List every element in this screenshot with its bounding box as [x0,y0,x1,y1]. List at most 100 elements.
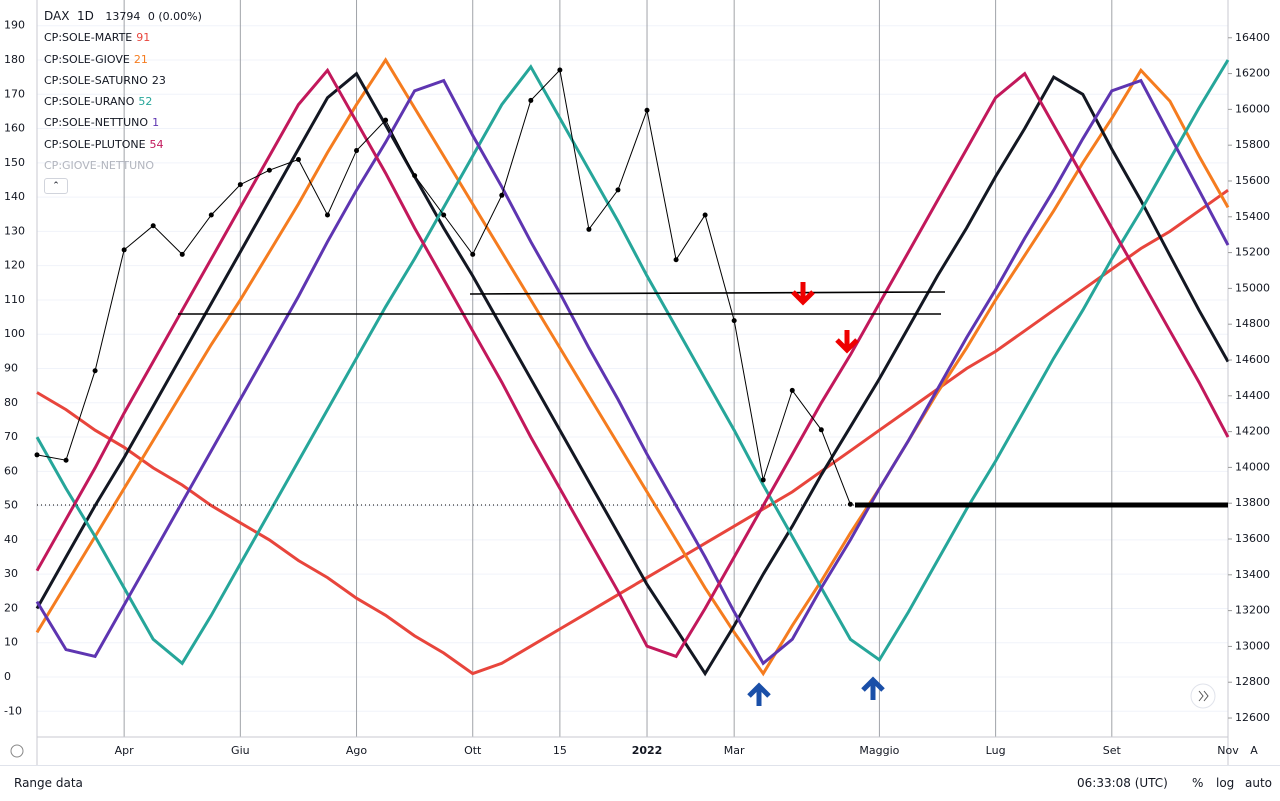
price-dot [179,251,185,257]
legend-value: 54 [149,137,164,151]
background [0,0,1280,765]
legend-name: CP:SOLE-NETTUNO [44,116,149,130]
trend-line [469,291,946,295]
legend: DAX 1D 13794 0 (0.00%) CP:SOLE-MARTE 91 CP… [44,6,206,195]
y-tick-label: 120 [4,259,25,272]
x-tick-label: 2022 [632,744,663,757]
series-line [35,57,1230,677]
price-dot [615,187,621,193]
arrow-up [861,676,885,700]
globe-icon[interactable] [10,744,24,758]
legend-name: CP:SOLE-PLUTONE [44,137,146,151]
y-tick-label: 70 [4,430,18,443]
auto-scale[interactable]: A [1250,744,1258,757]
y-tick-label: 40 [4,533,18,546]
y-tick-label: 170 [4,87,25,100]
legend-entry: CP:SOLE-URANO 52 [44,91,206,112]
legend-value: 23 [151,73,166,87]
y-tick-label: 80 [4,396,18,409]
x-tick-label: Ago [346,744,368,757]
legend-name: CP:SOLE-MARTE [44,31,133,45]
x-tick-label: Lug [986,744,1006,757]
price-dot [644,107,650,113]
y-tick-label: 130 [4,224,25,237]
price-dot [208,212,214,218]
x-tick-label: Nov [1217,744,1239,757]
y2-tick-label: 13400 [1235,568,1270,581]
price-dot [383,117,389,123]
price-dot [441,212,447,218]
price-dot [354,148,360,154]
last-price: 13794 [105,10,141,23]
price-dot [528,97,534,103]
price-dot [412,173,418,179]
price-dot [237,182,243,188]
price-dot [847,501,853,507]
arrow-up [747,682,771,706]
bottom-toolbar: Range data 06:33:08 (UTC) % log auto [0,765,1280,801]
y-tick-label: 30 [4,567,18,580]
change: 0 (0.00%) [147,10,202,23]
legend-entry: CP:SOLE-NETTUNO 1 [44,112,206,133]
auto-toggle[interactable]: auto [1245,776,1273,790]
y-tick-label: 0 [4,670,11,683]
y2-tick-label: 16400 [1235,31,1270,44]
legend-value: 91 [136,31,151,45]
price-dot [818,427,824,433]
collapse-legend[interactable]: ⌃ [44,178,68,195]
y2-tick-label: 15800 [1235,138,1270,151]
y2-tick-label: 16200 [1235,67,1270,80]
y2-tick-label: 14400 [1235,389,1270,402]
legend-name: CP:GIOVE-NETTUNO [44,159,155,173]
x-tick-label: Maggio [859,744,899,757]
y-tick-label: 140 [4,190,25,203]
legend-entry: CP:SOLE-PLUTONE 54 [44,134,206,155]
y-tick-label: -10 [4,704,22,717]
y2-tick-label: 14200 [1235,425,1270,438]
price-dot [673,257,679,263]
price-dot [295,157,301,163]
series-lines [34,57,1230,677]
price-dot [324,212,330,218]
legend-entry: CP:SOLE-MARTE 91 [44,27,206,48]
y-tick-label: 190 [4,19,25,32]
y-tick-label: 150 [4,156,25,169]
scroll-icon [1198,690,1209,702]
x-tick-label: Giu [231,744,250,757]
range-button[interactable]: Range data [14,776,83,790]
x-tick-label: Set [1103,744,1122,757]
price-dot [702,212,708,218]
series-line [36,188,1229,676]
arrow-down [791,282,815,306]
y-tick-label: 100 [4,327,25,340]
y2-tick-label: 14000 [1235,460,1270,473]
legend-header: DAX 1D 13794 0 (0.00%) [44,6,206,27]
y-tick-label: 160 [4,122,25,135]
y-tick-label: 20 [4,601,18,614]
series-line [35,59,1230,666]
y2-tick-label: 12800 [1235,675,1270,688]
y2-tick-label: 12600 [1235,711,1270,724]
legend-name: CP:SOLE-SATURNO [44,73,148,87]
legend-entry-hidden: CP:GIOVE-NETTUNO [44,155,206,176]
y2-tick-label: 13800 [1235,496,1270,509]
price-dot [150,223,156,229]
legend-entry: CP:SOLE-GIOVE 21 [44,49,206,70]
y-tick-label: 50 [4,499,18,512]
y-tick-label: 60 [4,464,18,477]
price-dot [760,477,766,483]
price-dot [63,457,69,463]
price-dot [557,67,563,73]
y-tick-label: 90 [4,362,18,375]
price-dot [266,167,272,173]
price-dot [34,452,40,458]
series-line [35,78,1230,666]
y2-tick-label: 15200 [1235,246,1270,259]
y2-tick-label: 15400 [1235,210,1270,223]
legend-value: 52 [138,95,153,109]
clock: 06:33:08 (UTC) [1077,776,1168,790]
log-toggle[interactable]: log [1216,776,1235,790]
price-dot [92,368,98,374]
percent-toggle[interactable]: % [1192,776,1204,790]
